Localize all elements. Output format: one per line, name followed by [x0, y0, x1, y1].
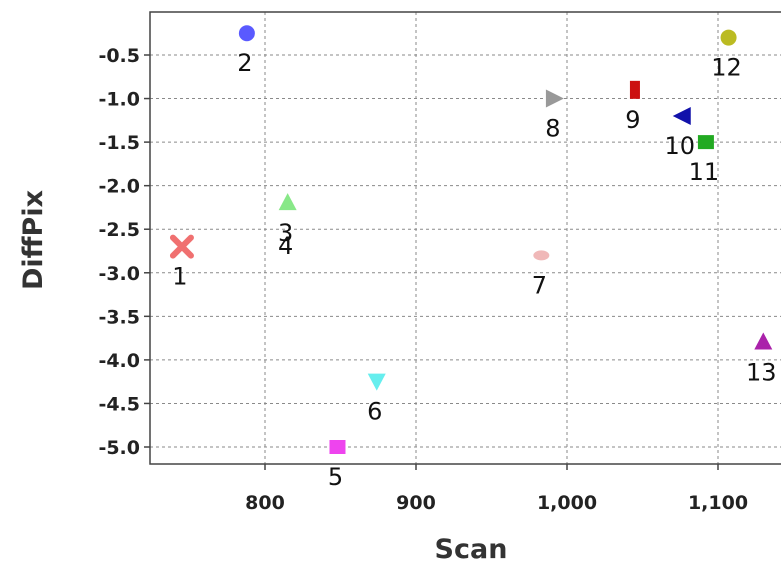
point-marker [754, 332, 773, 350]
data-point-11: 11 [689, 135, 720, 186]
data-point-10: 10 [664, 106, 695, 160]
point-label: 2 [237, 49, 252, 77]
point-marker [697, 135, 714, 150]
plot-frame [149, 11, 781, 465]
data-point-2: 2 [237, 25, 255, 77]
point-label: 12 [711, 54, 742, 82]
point-label: 11 [689, 158, 720, 186]
x-axis-ticks: 800 900 1,000 1,100 [245, 464, 748, 514]
y-tick-label: -5.0 [98, 437, 140, 459]
point-label: 3 [278, 219, 293, 247]
point-label: 4 [278, 232, 293, 260]
grid-layer [150, 12, 781, 464]
point-marker [329, 440, 346, 454]
data-point-5: 5 [328, 440, 346, 491]
y-axis-title: DiffPix [18, 190, 49, 290]
y-tick-label: -4.0 [98, 350, 140, 372]
data-point-3: 3 [278, 193, 297, 247]
y-axis-ticks: -0.5 -1.0 -1.5 -2.0 -2.5 -3.0 -3.5 -4.0 -4.5 -5.0 [98, 45, 150, 459]
y-tick-label: -3.5 [98, 306, 140, 328]
x-tick-label: 900 [396, 492, 436, 514]
point-marker [367, 373, 386, 391]
y-tick-label: -0.5 [98, 45, 140, 67]
point-label: 5 [328, 463, 343, 491]
point-label: 10 [664, 132, 695, 160]
y-tick-label: -1.0 [98, 89, 140, 111]
point-marker [238, 25, 255, 42]
y-tick-label: -2.0 [98, 176, 140, 198]
point-label: 8 [545, 115, 560, 143]
data-point-9: 9 [625, 80, 641, 134]
data-point-13: 13 [746, 332, 777, 386]
data-point-4: 4 [278, 232, 293, 260]
point-label: 1 [172, 263, 187, 291]
point-label: 7 [532, 271, 547, 299]
x-tick-label: 1,100 [688, 492, 748, 514]
x-axis-title: Scan [435, 534, 508, 565]
point-label: 9 [625, 106, 640, 134]
point-marker [672, 106, 691, 125]
data-point-1: 1 [169, 234, 194, 291]
point-label: 6 [367, 398, 382, 426]
data-point-12: 12 [711, 29, 742, 82]
point-marker [169, 234, 194, 259]
x-tick-label: 800 [245, 492, 285, 514]
data-point-8: 8 [545, 89, 564, 143]
point-marker [629, 80, 640, 99]
point-label: 13 [746, 358, 777, 386]
point-marker [545, 89, 564, 108]
x-tick-label: 1,000 [537, 492, 597, 514]
point-marker [278, 193, 297, 211]
y-tick-label: -2.5 [98, 219, 140, 241]
y-tick-label: -3.0 [98, 263, 140, 285]
data-point-7: 7 [532, 250, 550, 299]
point-marker [533, 250, 550, 261]
data-point-6: 6 [367, 373, 386, 426]
y-tick-label: -4.5 [98, 393, 140, 415]
point-marker [720, 29, 737, 46]
y-tick-label: -1.5 [98, 132, 140, 154]
